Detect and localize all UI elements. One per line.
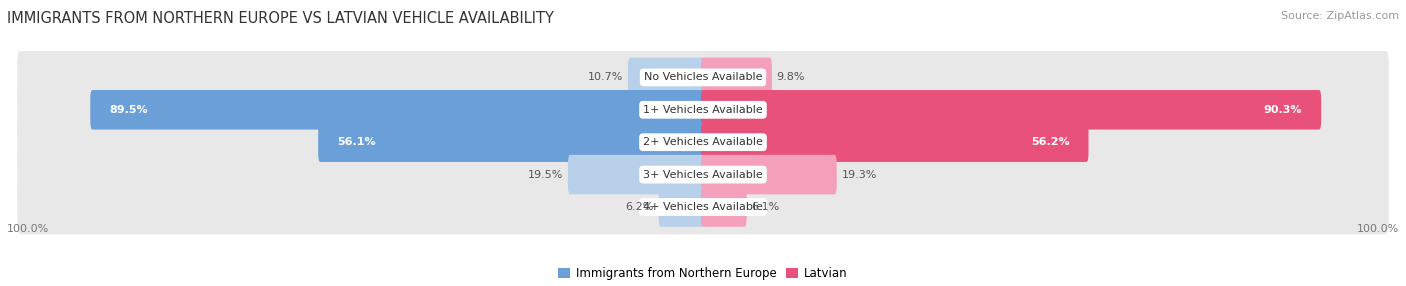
Text: 100.0%: 100.0%	[7, 224, 49, 234]
Text: 56.1%: 56.1%	[337, 137, 375, 147]
Text: IMMIGRANTS FROM NORTHERN EUROPE VS LATVIAN VEHICLE AVAILABILITY: IMMIGRANTS FROM NORTHERN EUROPE VS LATVI…	[7, 11, 554, 26]
FancyBboxPatch shape	[658, 187, 704, 227]
Text: 19.5%: 19.5%	[527, 170, 564, 180]
Text: 6.1%: 6.1%	[751, 202, 780, 212]
Text: Source: ZipAtlas.com: Source: ZipAtlas.com	[1281, 11, 1399, 21]
Text: 90.3%: 90.3%	[1264, 105, 1302, 115]
Text: 19.3%: 19.3%	[842, 170, 877, 180]
FancyBboxPatch shape	[702, 90, 1322, 130]
Legend: Immigrants from Northern Europe, Latvian: Immigrants from Northern Europe, Latvian	[558, 267, 848, 280]
Text: 56.2%: 56.2%	[1031, 137, 1070, 147]
FancyBboxPatch shape	[17, 82, 1389, 137]
Text: 3+ Vehicles Available: 3+ Vehicles Available	[643, 170, 763, 180]
Text: 2+ Vehicles Available: 2+ Vehicles Available	[643, 137, 763, 147]
Text: 10.7%: 10.7%	[588, 72, 623, 82]
FancyBboxPatch shape	[17, 179, 1389, 235]
FancyBboxPatch shape	[702, 58, 772, 97]
FancyBboxPatch shape	[17, 50, 1389, 105]
Text: 6.2%: 6.2%	[626, 202, 654, 212]
FancyBboxPatch shape	[17, 115, 1389, 170]
FancyBboxPatch shape	[568, 155, 704, 194]
Text: No Vehicles Available: No Vehicles Available	[644, 72, 762, 82]
FancyBboxPatch shape	[702, 187, 747, 227]
Text: 4+ Vehicles Available: 4+ Vehicles Available	[643, 202, 763, 212]
FancyBboxPatch shape	[17, 147, 1389, 202]
FancyBboxPatch shape	[702, 155, 837, 194]
FancyBboxPatch shape	[702, 122, 1088, 162]
Text: 1+ Vehicles Available: 1+ Vehicles Available	[643, 105, 763, 115]
Text: 9.8%: 9.8%	[776, 72, 806, 82]
FancyBboxPatch shape	[318, 122, 704, 162]
FancyBboxPatch shape	[90, 90, 704, 130]
Text: 89.5%: 89.5%	[110, 105, 148, 115]
Text: 100.0%: 100.0%	[1357, 224, 1399, 234]
FancyBboxPatch shape	[628, 58, 704, 97]
